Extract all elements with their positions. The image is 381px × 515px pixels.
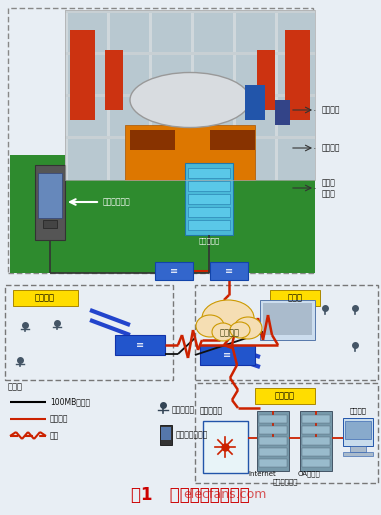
Ellipse shape <box>234 317 262 339</box>
Bar <box>115 335 165 355</box>
Text: 其他部门: 其他部门 <box>35 294 55 302</box>
Bar <box>188 168 230 178</box>
Bar <box>203 421 248 473</box>
Bar <box>350 446 366 452</box>
Bar <box>343 452 373 456</box>
Bar <box>125 125 255 180</box>
Bar <box>210 130 255 150</box>
Text: ≡: ≡ <box>223 350 231 360</box>
Bar <box>161 427 171 440</box>
Bar <box>188 181 230 191</box>
Text: 网络管理: 网络管理 <box>349 408 367 414</box>
Bar <box>188 207 230 217</box>
Bar <box>160 425 172 445</box>
Text: 光纤骨干: 光纤骨干 <box>220 329 240 337</box>
Bar <box>302 448 330 456</box>
Text: 机械传
送部分: 机械传 送部分 <box>322 178 336 198</box>
Bar <box>65 10 315 180</box>
Bar <box>210 262 248 280</box>
Bar <box>270 290 320 306</box>
Bar <box>188 220 230 230</box>
Bar <box>259 459 287 467</box>
Bar <box>70 30 95 120</box>
Bar <box>43 220 57 228</box>
Bar <box>275 100 290 125</box>
Bar <box>13 290 78 306</box>
Bar <box>107 10 110 180</box>
Bar <box>300 411 332 471</box>
Bar <box>259 415 287 423</box>
Bar <box>259 426 287 434</box>
Text: 局域网用户: 局域网用户 <box>172 405 195 415</box>
Bar <box>285 30 310 120</box>
Bar <box>302 459 330 467</box>
Bar <box>65 10 315 180</box>
Bar <box>302 437 330 445</box>
Bar <box>302 415 330 423</box>
Bar <box>255 388 315 404</box>
Bar <box>5 285 173 380</box>
Text: 总成检测系统: 总成检测系统 <box>103 197 131 207</box>
Text: OA服务器: OA服务器 <box>298 471 320 477</box>
Bar <box>65 94 315 97</box>
Text: 100MB双绞线: 100MB双绞线 <box>50 398 90 406</box>
Bar <box>130 130 175 150</box>
Ellipse shape <box>130 73 250 128</box>
Bar <box>343 418 373 446</box>
Text: ≡: ≡ <box>136 340 144 350</box>
Bar <box>263 303 312 335</box>
Bar <box>8 8 313 273</box>
Bar <box>10 155 315 273</box>
Bar <box>35 165 65 240</box>
Bar <box>149 10 152 180</box>
Bar <box>345 421 371 439</box>
Text: ≡: ≡ <box>225 266 233 276</box>
Bar <box>259 448 287 456</box>
Bar <box>195 383 378 483</box>
Bar <box>155 262 193 280</box>
Bar <box>233 10 236 180</box>
Bar <box>191 10 194 180</box>
Bar <box>65 10 68 180</box>
Text: 车间服务器: 车间服务器 <box>199 238 219 244</box>
Text: 中心交换机: 中心交换机 <box>200 406 223 416</box>
Bar <box>257 50 275 110</box>
Ellipse shape <box>212 323 234 341</box>
Ellipse shape <box>196 315 224 337</box>
Ellipse shape <box>202 300 254 336</box>
Bar <box>105 50 123 110</box>
Text: 图1   视觉检测系统框图: 图1 视觉检测系统框图 <box>131 486 250 504</box>
Bar <box>38 173 62 218</box>
Text: 视觉检测工作站: 视觉检测工作站 <box>176 431 208 439</box>
Bar <box>185 163 233 235</box>
Bar <box>200 345 255 365</box>
Bar <box>188 194 230 204</box>
Text: 应用服务器群: 应用服务器群 <box>272 479 298 485</box>
Bar <box>260 300 315 340</box>
Text: 视觉测头: 视觉测头 <box>322 106 341 114</box>
Text: ≡: ≡ <box>170 266 178 276</box>
Bar <box>195 285 378 380</box>
Text: 质保部: 质保部 <box>288 294 303 302</box>
Bar <box>302 426 330 434</box>
Bar <box>65 136 315 139</box>
Text: Internet: Internet <box>248 471 276 477</box>
Bar <box>257 411 289 471</box>
Bar <box>245 85 265 120</box>
Text: 图例：: 图例： <box>8 383 23 391</box>
Bar <box>275 10 278 180</box>
Text: 网络中心: 网络中心 <box>275 391 295 401</box>
Bar <box>65 52 315 55</box>
Bar <box>259 437 287 445</box>
Text: elecfans.com: elecfans.com <box>183 489 267 502</box>
Text: 检测对象: 检测对象 <box>322 144 341 152</box>
Text: 楼内光纤: 楼内光纤 <box>50 415 69 423</box>
Ellipse shape <box>230 322 250 338</box>
Text: 骨干: 骨干 <box>50 432 59 440</box>
Bar <box>65 10 315 13</box>
